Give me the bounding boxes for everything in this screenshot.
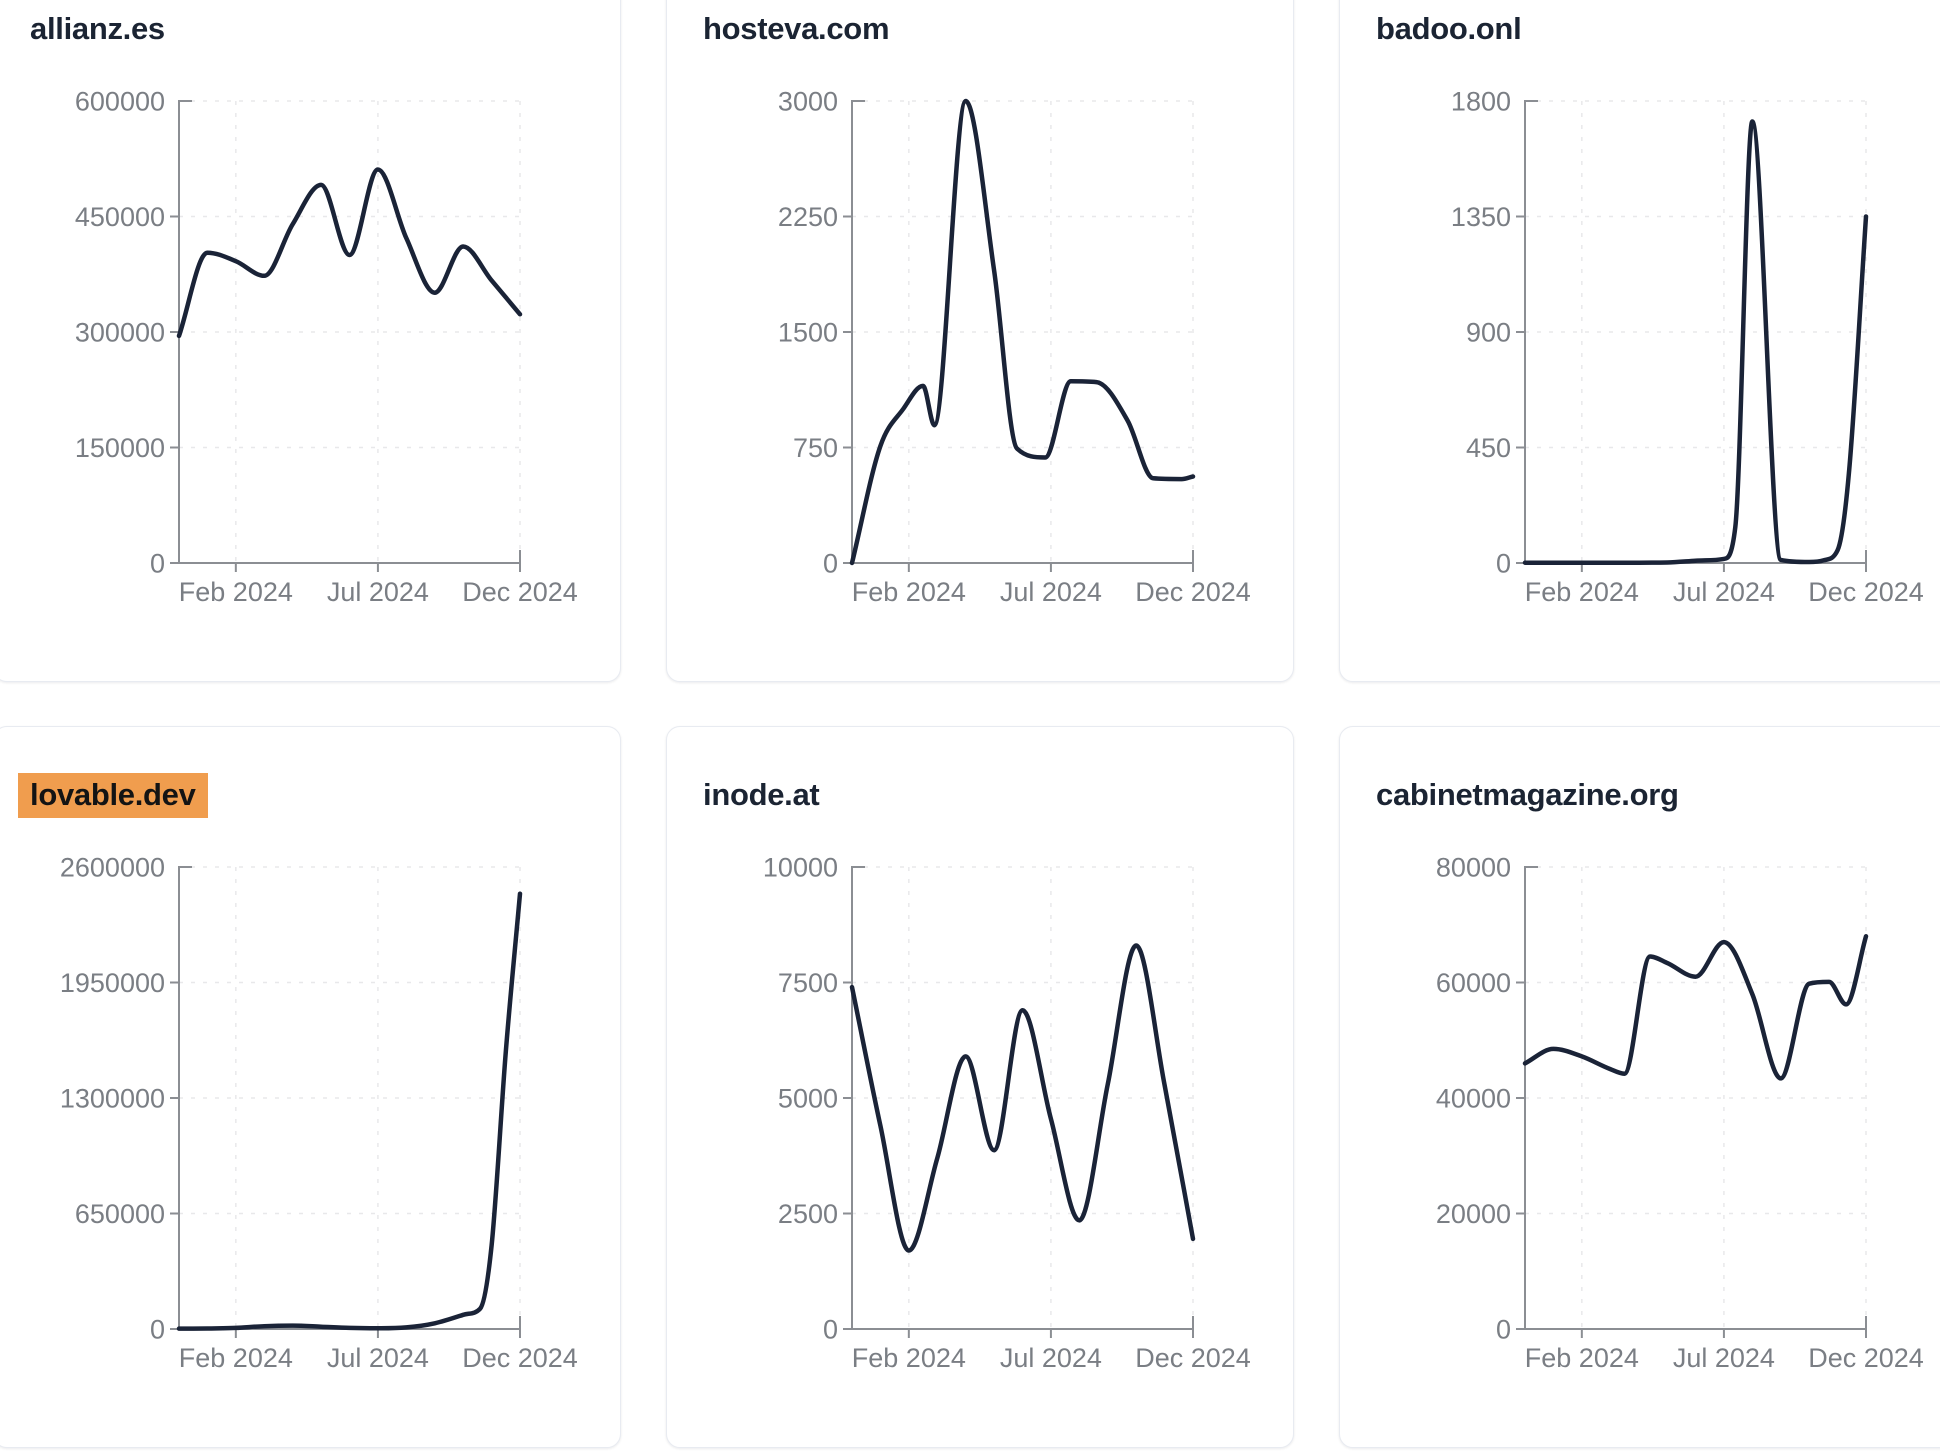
traffic-line xyxy=(1522,934,1869,1081)
y-axis-tick-label: 1500 xyxy=(778,317,838,347)
y-axis-tick-label: 0 xyxy=(150,548,165,578)
y-axis-tick-label: 150000 xyxy=(75,433,165,463)
x-axis-tick-label: Dec 2024 xyxy=(1135,577,1251,607)
domain-card: hosteva.com 0 750 1500 2250 3000 Feb 2024 Jul … xyxy=(666,0,1294,682)
traffic-line xyxy=(176,891,523,1331)
traffic-line-chart: 0 450 900 1350 1800 Feb 2024 Jul 2024 Dec 2024 xyxy=(1451,86,1924,607)
y-axis-tick-label: 600000 xyxy=(75,86,165,116)
y-axis-tick-label: 0 xyxy=(1496,548,1511,578)
traffic-line-chart: 0 2500 5000 7500 10000 Feb 2024 Jul 2024 Dec 20… xyxy=(763,852,1251,1373)
y-axis-tick-label: 5000 xyxy=(778,1083,838,1113)
y-axis-tick-label: 2600000 xyxy=(60,852,165,882)
y-axis-tick-label: 0 xyxy=(823,548,838,578)
y-axis-tick-label: 1300000 xyxy=(60,1083,165,1113)
y-axis-tick-label: 450 xyxy=(1466,433,1511,463)
y-axis-tick-label: 2250 xyxy=(778,202,838,232)
y-axis-tick-label: 650000 xyxy=(75,1199,165,1229)
y-axis-tick-label: 20000 xyxy=(1436,1199,1511,1229)
domain-title: hosteva.com xyxy=(703,11,890,47)
x-axis-tick-label: Dec 2024 xyxy=(1808,1343,1924,1373)
traffic-line-chart: 0 20000 40000 60000 80000 Feb 2024 Jul 2024 Dec… xyxy=(1436,852,1924,1373)
x-axis-tick-label: Feb 2024 xyxy=(179,1343,293,1373)
x-axis-tick-label: Feb 2024 xyxy=(852,577,966,607)
domain-title-text-highlighted: lovable.dev xyxy=(18,773,208,818)
y-axis-tick-label: 40000 xyxy=(1436,1083,1511,1113)
x-axis-tick-label: Feb 2024 xyxy=(852,1343,966,1373)
x-axis-tick-label: Jul 2024 xyxy=(1000,1343,1102,1373)
y-axis-tick-label: 900 xyxy=(1466,317,1511,347)
y-axis-tick-label: 60000 xyxy=(1436,968,1511,998)
y-axis-tick-label: 1950000 xyxy=(60,968,165,998)
traffic-line xyxy=(1522,119,1869,565)
domain-card: cabinetmagazine.org 0 20000 40000 60000 8000… xyxy=(1339,726,1940,1448)
y-axis-tick-label: 3000 xyxy=(778,86,838,116)
x-axis-tick-label: Jul 2024 xyxy=(1673,1343,1775,1373)
y-axis-tick-label: 80000 xyxy=(1436,852,1511,882)
y-axis-tick-label: 2500 xyxy=(778,1199,838,1229)
domain-title: inode.at xyxy=(703,777,820,813)
y-axis-tick-label: 10000 xyxy=(763,852,838,882)
x-axis-tick-label: Feb 2024 xyxy=(179,577,293,607)
traffic-line-chart: 0 750 1500 2250 3000 Feb 2024 Jul 2024 Dec 2024 xyxy=(778,86,1251,607)
x-axis-tick-label: Dec 2024 xyxy=(1808,577,1924,607)
domain-card: lovable.dev 0 650000 1300000 1950000 2600000… xyxy=(0,726,621,1448)
x-axis-tick-label: Feb 2024 xyxy=(1525,577,1639,607)
domain-title-text: allianz.es xyxy=(30,11,165,46)
x-axis-tick-label: Feb 2024 xyxy=(1525,1343,1639,1373)
x-axis-tick-label: Jul 2024 xyxy=(1000,577,1102,607)
domain-title-text: inode.at xyxy=(703,777,820,812)
traffic-line xyxy=(176,167,523,339)
domain-card: inode.at 0 2500 5000 7500 10000 Feb 2024 Jul 2… xyxy=(666,726,1294,1448)
domain-title: cabinetmagazine.org xyxy=(1376,777,1679,813)
x-axis-tick-label: Jul 2024 xyxy=(327,577,429,607)
y-axis-tick-label: 450000 xyxy=(75,202,165,232)
x-axis-tick-label: Jul 2024 xyxy=(327,1343,429,1373)
y-axis-tick-label: 7500 xyxy=(778,968,838,998)
y-axis-tick-label: 0 xyxy=(1496,1314,1511,1344)
y-axis-tick-label: 750 xyxy=(793,433,838,463)
y-axis-tick-label: 300000 xyxy=(75,317,165,347)
domain-title-text: cabinetmagazine.org xyxy=(1376,777,1679,812)
x-axis-tick-label: Dec 2024 xyxy=(462,1343,578,1373)
domain-card: allianz.es 0 150000 300000 450000 600000 Feb … xyxy=(0,0,621,682)
traffic-line-chart: 0 150000 300000 450000 600000 Feb 2024 Jul 202… xyxy=(75,86,578,607)
y-axis-tick-label: 0 xyxy=(823,1314,838,1344)
domain-title: badoo.onl xyxy=(1376,11,1522,47)
domain-card: badoo.onl 0 450 900 1350 1800 Feb 2024 Jul 202… xyxy=(1339,0,1940,682)
domain-title: allianz.es xyxy=(30,11,165,47)
traffic-line-chart: 0 650000 1300000 1950000 2600000 Feb 2024 Jul … xyxy=(60,852,578,1373)
domain-title: lovable.dev xyxy=(18,773,208,818)
traffic-line xyxy=(849,943,1196,1253)
x-axis-tick-label: Dec 2024 xyxy=(1135,1343,1251,1373)
x-axis-tick-label: Jul 2024 xyxy=(1673,577,1775,607)
domain-title-text: badoo.onl xyxy=(1376,11,1522,46)
y-axis-tick-label: 1350 xyxy=(1451,202,1511,232)
x-axis-tick-label: Dec 2024 xyxy=(462,577,578,607)
traffic-line xyxy=(849,98,1196,566)
y-axis-tick-label: 1800 xyxy=(1451,86,1511,116)
domain-title-text: hosteva.com xyxy=(703,11,890,46)
y-axis-tick-label: 0 xyxy=(150,1314,165,1344)
